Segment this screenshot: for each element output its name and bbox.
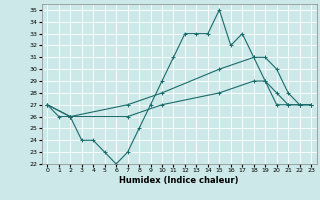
X-axis label: Humidex (Indice chaleur): Humidex (Indice chaleur) xyxy=(119,176,239,185)
